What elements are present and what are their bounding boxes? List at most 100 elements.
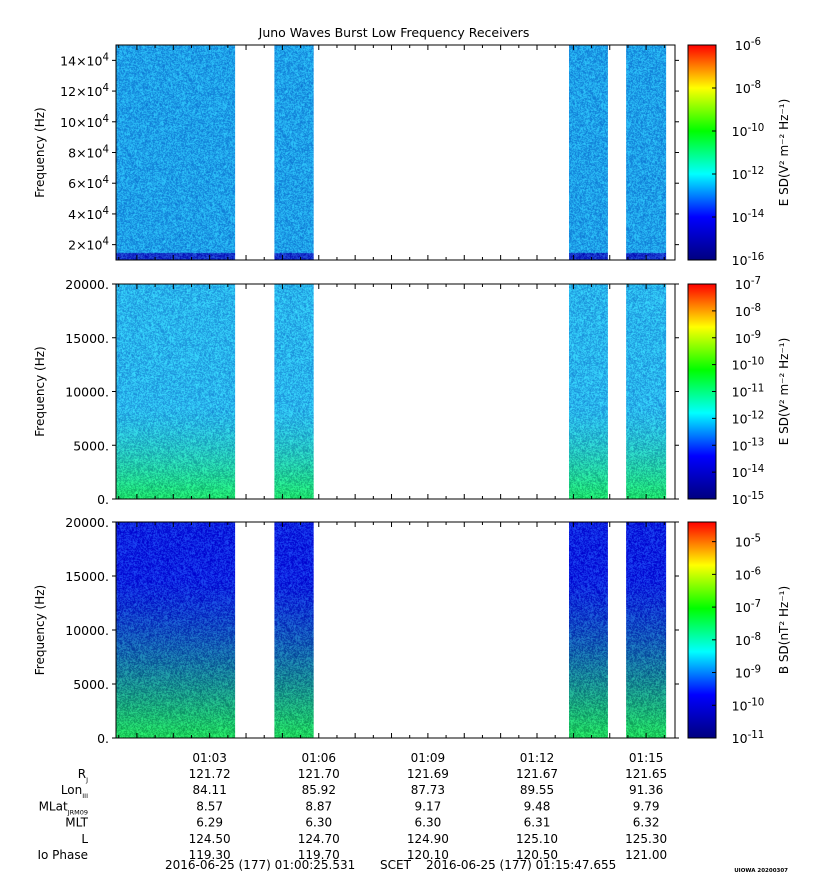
colorbar-tick-label: 10-15	[732, 490, 765, 507]
colorbar	[687, 521, 717, 739]
y-tick-label: 14×104	[60, 51, 109, 68]
colorbar-label: E SD(V² m⁻² Hz⁻¹)	[777, 99, 791, 207]
x-tick-label: 01:12	[520, 751, 555, 765]
spectrogram-image	[116, 284, 667, 499]
colorbar-tick-label: 10-16	[732, 251, 765, 268]
colorbar	[687, 283, 717, 500]
spectrogram-image	[116, 45, 667, 260]
colorbar-tick-label: 10-13	[732, 436, 765, 453]
y-tick-label: 0.	[97, 731, 109, 746]
ephemeris-value: 121.72	[189, 767, 231, 781]
y-tick-label: 10×104	[60, 113, 109, 130]
ephemeris-value: 6.30	[305, 816, 332, 830]
ephemeris-label: RJ	[78, 767, 88, 784]
colorbar-label: E SD(V² m⁻² Hz⁻¹)	[777, 338, 791, 446]
ephemeris-value: 124.90	[407, 832, 449, 846]
colorbar	[687, 44, 717, 261]
x-tick-label: 01:03	[192, 751, 227, 765]
panel-2: 0. 5000. 10000. 15000. 20000. Frequency (Hz) 1…	[33, 275, 791, 507]
colorbar-tick-label: 10-6	[735, 565, 761, 582]
ephemeris-value: 84.11	[192, 783, 226, 797]
ephemeris-value: 8.87	[305, 799, 332, 813]
y-tick-label: 15000.	[65, 569, 109, 584]
ephemeris-label: MLT	[65, 816, 88, 830]
y-tick-label: 5000.	[73, 677, 109, 692]
colorbar-tick-label: 10-10	[732, 122, 765, 139]
footer-scet-label: SCET	[380, 858, 412, 872]
ephemeris-value: 124.70	[298, 832, 340, 846]
colorbar-tick-label: 10-14	[732, 463, 765, 480]
ephemeris-label: LonIII	[61, 783, 88, 800]
ephemeris-value: 121.67	[516, 767, 558, 781]
y-tick-label: 0.	[97, 492, 109, 507]
panel-1: 2×104 4×104 6×104 8×104 10×104 12×104 14×104 Fr…	[33, 36, 791, 268]
colorbar-tick-label: 10-8	[735, 302, 761, 319]
colorbar-tick-label: 10-10	[732, 356, 765, 373]
colorbar-label: B SD(nT² Hz⁻¹)	[777, 586, 791, 674]
y-tick-label: 4×104	[68, 205, 109, 222]
ephemeris-value: 120.10	[407, 848, 449, 862]
y-tick-label: 2×104	[68, 236, 109, 253]
ephemeris-value: 9.17	[415, 799, 442, 813]
colorbar-tick-label: 10-11	[732, 383, 765, 400]
panel-3: 0. 5000. 10000. 15000. 20000. Frequency (Hz) 1…	[33, 515, 791, 746]
ephemeris-table: 01:03 01:06 01:09 01:12 01:15 RJ 121.72 121.70 1…	[37, 751, 667, 862]
ephemeris-value: 6.31	[524, 816, 551, 830]
colorbar-tick-label: 10-8	[735, 79, 761, 96]
y-tick-label: 12×104	[60, 82, 109, 99]
y-tick-label: 10000.	[65, 385, 109, 400]
y-axis-label: Frequency (Hz)	[33, 346, 47, 437]
ephemeris-value: 91.36	[629, 783, 663, 797]
x-tick-label: 01:06	[301, 751, 336, 765]
ephemeris-value: 120.50	[516, 848, 558, 862]
x-tick-label: 01:15	[629, 751, 664, 765]
ephemeris-value: 87.73	[411, 783, 445, 797]
ephemeris-value: 125.30	[625, 832, 667, 846]
ephemeris-value: 121.65	[625, 767, 667, 781]
ephemeris-value: 121.70	[298, 767, 340, 781]
colorbar-tick-label: 10-5	[735, 533, 761, 550]
y-tick-label: 5000.	[73, 438, 109, 453]
colorbar-tick-label: 10-14	[732, 208, 765, 225]
panels: 2×104 4×104 6×104 8×104 10×104 12×104 14×104 Fr…	[33, 36, 791, 746]
ephemeris-label: L	[81, 832, 88, 846]
ephemeris-value: 121.69	[407, 767, 449, 781]
ephemeris-value: 8.57	[196, 799, 223, 813]
footer-end-time: 2016-06-25 (177) 01:15:47.655	[426, 858, 616, 872]
figure-title: Juno Waves Burst Low Frequency Receivers	[258, 25, 530, 40]
ephemeris-label: MLatJRM09	[39, 799, 88, 816]
ephemeris-label: Io Phase	[37, 848, 88, 862]
ephemeris-value: 121.00	[625, 848, 667, 862]
ephemeris-value: 124.50	[189, 832, 231, 846]
y-tick-label: 10000.	[65, 623, 109, 638]
ephemeris-value: 6.30	[415, 816, 442, 830]
footer-start-time: 2016-06-25 (177) 01:00:25.531	[165, 858, 355, 872]
footer-stamp: UIOWA 20200307	[734, 868, 788, 874]
colorbar-tick-label: 10-11	[732, 729, 765, 746]
colorbar-tick-label: 10-6	[735, 36, 761, 53]
ephemeris-value: 119.30	[189, 848, 231, 862]
colorbar-tick-label: 10-12	[732, 165, 765, 182]
ephemeris-value: 125.10	[516, 832, 558, 846]
y-tick-label: 15000.	[65, 331, 109, 346]
y-tick-label: 8×104	[68, 144, 109, 161]
ephemeris-value: 6.32	[633, 816, 660, 830]
colorbar-tick-label: 10-8	[735, 631, 761, 648]
y-tick-label: 6×104	[68, 174, 109, 191]
ephemeris-value: 9.79	[633, 799, 660, 813]
colorbar-tick-label: 10-7	[735, 275, 761, 292]
y-axis-label: Frequency (Hz)	[33, 585, 47, 676]
ephemeris-value: 119.70	[298, 848, 340, 862]
ephemeris-value: 6.29	[196, 816, 223, 830]
y-axis-label: Frequency (Hz)	[33, 107, 47, 198]
ephemeris-value: 89.55	[520, 783, 554, 797]
ephemeris-value: 9.48	[524, 799, 551, 813]
colorbar-tick-label: 10-9	[735, 664, 761, 681]
colorbar-tick-label: 10-7	[735, 598, 761, 615]
colorbar-tick-label: 10-10	[732, 696, 765, 713]
colorbar-tick-label: 10-9	[735, 329, 761, 346]
colorbar-tick-label: 10-12	[732, 409, 765, 426]
spectrogram-image	[116, 522, 667, 738]
y-tick-label: 20000.	[65, 515, 109, 530]
